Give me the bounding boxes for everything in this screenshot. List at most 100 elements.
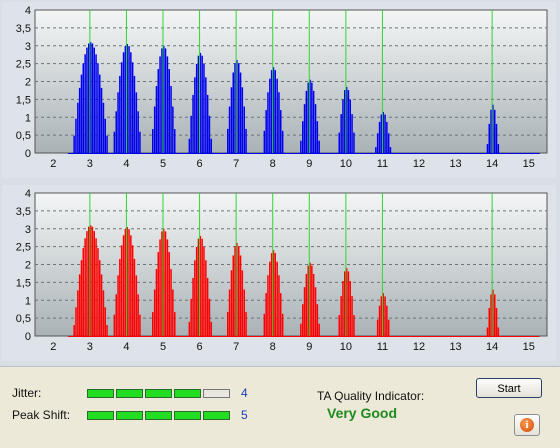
histogram-bar [84,238,86,336]
histogram-bar [486,144,489,153]
x-tick-label: 12 [413,341,425,353]
x-tick-label: 11 [377,341,388,353]
y-tick-label: 0 [25,148,31,160]
histogram-bar [203,247,205,336]
jitter-label: Jitter: [12,386,42,400]
histogram-bar [241,87,244,153]
histogram-bar [311,82,313,153]
histogram-bar [276,78,278,153]
histogram-bar [494,109,496,153]
histogram-bar [91,226,94,336]
x-tick-label: 5 [160,341,166,353]
histogram-bar [272,250,275,336]
histogram-bar [353,132,355,153]
histogram-bar [351,296,353,336]
histogram-bar [203,64,205,153]
histogram-bar [495,123,498,153]
histogram-bar [497,144,500,153]
histogram-bar [349,281,351,336]
histogram-bar [104,118,106,153]
histogram-bar [197,238,200,336]
y-tick-label: 0,5 [16,313,31,325]
top-histogram-panel: 0 0,5 1 1,5 2 2,5 3 3,5 4 2 3 4 5 6 7 8 9 10 11 12 13 14 15 [2,2,556,178]
histogram-bar [492,104,494,153]
histogram-bar [195,247,198,336]
x-tick-label: 9 [306,341,312,353]
histogram-bar [497,327,500,336]
histogram-bar [238,63,240,154]
histogram-bar [486,327,489,336]
histogram-bar [228,289,231,336]
histogram-bar [318,140,320,153]
histogram-bar [99,260,101,336]
ta-quality-label: TA Quality Indicator: [317,389,425,403]
histogram-bar [155,269,158,336]
histogram-bar [100,274,103,336]
histogram-bar [205,77,207,153]
histogram-bar [164,48,167,153]
histogram-bar [135,275,138,336]
histogram-bar [300,323,302,336]
histogram-bar [210,138,212,153]
histogram-bar [131,62,134,153]
histogram-bar [128,229,130,336]
y-tick-label: 3,5 [16,206,31,218]
histogram-bar [161,48,163,153]
x-tick-label: 6 [197,158,203,170]
histogram-bar [88,43,90,153]
histogram-bar [115,111,117,153]
histogram-bar [208,298,211,336]
histogram-bar [106,135,108,153]
histogram-bar [192,94,194,153]
histogram-bar [91,43,94,153]
histogram-bar [159,56,161,153]
histogram-bar [380,114,383,153]
histogram-bar [89,225,92,336]
histogram-bar [152,129,154,153]
histogram-bar [340,114,342,153]
histogram-bar [126,44,128,153]
peak-shift-meter [87,411,230,420]
start-button[interactable]: Start [476,378,542,398]
histogram-bar [265,293,267,336]
histogram-bar [384,114,386,153]
histogram-bar [126,227,128,336]
x-tick-label: 12 [413,158,425,170]
histogram-bar [102,102,105,153]
bottom-histogram-chart: 0 0,5 1 1,5 2 2,5 3 3,5 4 2 3 4 5 6 7 8 9 10 11 12 13 14 15 [16,188,548,353]
histogram-bar [153,106,156,153]
histogram-bar [120,62,123,153]
histogram-bar [387,133,390,153]
y-tick-label: 0 [25,331,31,343]
histogram-bar [130,235,132,336]
histogram-bar [274,253,276,336]
histogram-bar [340,296,342,336]
histogram-bar [75,118,77,153]
histogram-bar [100,87,103,153]
histogram-bar [303,104,306,153]
histogram-bar [82,248,84,336]
histogram-bar [199,235,202,336]
x-tick-label: 8 [270,341,276,353]
histogram-bar [245,128,247,153]
histogram-bar [84,54,86,153]
histogram-bar [190,115,192,153]
histogram-bar [345,86,348,153]
info-button[interactable]: i [514,414,540,436]
histogram-bar [342,281,344,336]
meter-segment [174,411,201,420]
histogram-bar [188,321,191,336]
histogram-bar [119,258,121,336]
histogram-bar [389,147,392,153]
histogram-bar [344,90,346,153]
histogram-bar [117,275,119,336]
histogram-bar [387,319,390,336]
histogram-bar [124,46,127,153]
x-tick-label: 3 [87,341,93,353]
histogram-bar [269,78,271,153]
histogram-bar [311,265,313,336]
histogram-bar [305,90,308,153]
histogram-bar [192,277,194,336]
histogram-bar [166,239,169,336]
histogram-bar [77,290,79,336]
